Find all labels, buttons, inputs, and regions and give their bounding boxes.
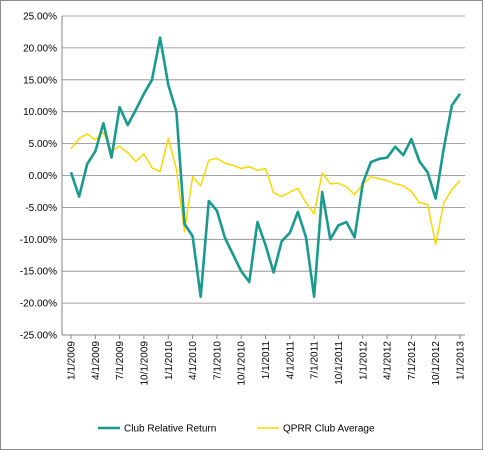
y-tick-label: -10.00% [20, 235, 57, 246]
y-tick-label: 5.00% [29, 139, 57, 150]
series-line-qprr-club-average [70, 131, 461, 246]
x-tick-label: 1/1/2013 [456, 341, 467, 380]
x-tick-label: 10/1/2011 [334, 341, 345, 385]
x-tick-label: 1/1/2010 [164, 341, 175, 380]
y-tick-label: 0.00% [29, 171, 57, 182]
y-tick-label: 20.00% [23, 43, 57, 54]
legend: Club Relative Return QPRR Club Average [98, 424, 375, 435]
x-tick-label: 1/1/2011 [261, 341, 272, 380]
x-tick-label: 4/1/2011 [285, 341, 296, 380]
y-tick-label: -20.00% [20, 299, 57, 310]
x-tick-label: 1/1/2012 [358, 341, 369, 380]
x-tick-label: 10/1/2009 [139, 341, 150, 386]
y-tick-label: -5.00% [25, 203, 57, 214]
y-tick-label: -25.00% [20, 331, 57, 342]
x-tick-label: 10/1/2010 [237, 341, 248, 386]
series-line-club-relative-return [69, 36, 462, 299]
x-tick-label: 4/1/2010 [188, 341, 199, 380]
x-tick-label: 4/1/2012 [383, 341, 394, 380]
x-tick-label: 7/1/2011 [310, 341, 321, 380]
x-tick-label: 10/1/2012 [431, 341, 442, 386]
x-tick-label: 1/1/2009 [67, 341, 78, 380]
legend-label-club-relative-return: Club Relative Return [124, 424, 216, 435]
y-axis-tick-labels: 25.00% 20.00% 15.00% 10.00% 5.00% 0.00% -5.00%… [20, 12, 57, 342]
y-tick-label: -15.00% [20, 267, 57, 278]
x-tick-label: 4/1/2009 [91, 341, 102, 380]
legend-label-qprr-club-average: QPRR Club Average [283, 424, 375, 435]
x-tick-label: 7/1/2009 [115, 341, 126, 380]
series-lines [69, 36, 462, 299]
x-tick-label: 7/1/2010 [212, 341, 223, 380]
axes [61, 16, 465, 339]
x-tick-label: 7/1/2012 [407, 341, 418, 380]
y-tick-label: 10.00% [23, 107, 57, 118]
x-axis-tick-labels: 1/1/2009 4/1/2009 7/1/2009 10/1/2009 1/1/201… [67, 341, 467, 386]
y-tick-label: 15.00% [23, 75, 57, 86]
gridlines [62, 15, 465, 336]
y-tick-label: 25.00% [23, 12, 57, 23]
